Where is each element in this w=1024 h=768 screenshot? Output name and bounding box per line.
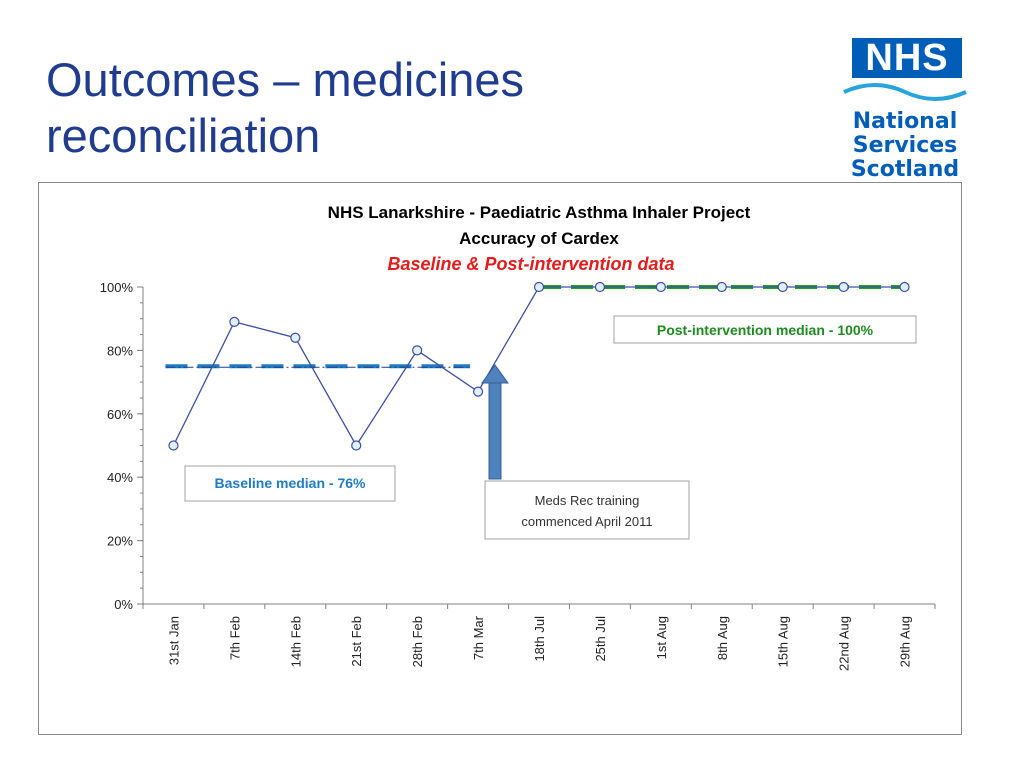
data-point xyxy=(168,440,179,451)
x-tick-label: 14th Feb xyxy=(288,616,303,667)
data-point xyxy=(533,281,545,293)
slide-title-line1: Outcomes – medicines xyxy=(46,53,525,106)
post-median-box xyxy=(613,315,917,344)
post-median-label: Post-intervention median - 100% xyxy=(657,322,874,338)
data-point xyxy=(412,345,423,356)
x-tick-label: 18th Jul xyxy=(532,616,547,662)
annotation-arrow-shaft xyxy=(488,382,502,480)
chart-subtitle-2: Baseline & Post-intervention data xyxy=(387,254,674,274)
x-tick-label: 21st Feb xyxy=(349,616,364,667)
data-point xyxy=(655,281,666,293)
baseline-median-label: Baseline median - 76% xyxy=(215,475,367,491)
y-tick-label: 0% xyxy=(114,597,133,612)
slide-title-line2: reconciliation xyxy=(46,109,321,162)
annotation-arrow-head xyxy=(481,364,509,384)
x-tick-label: 15th Aug xyxy=(776,616,791,667)
x-tick-label: 28th Feb xyxy=(410,616,425,667)
data-point xyxy=(838,281,849,293)
data-point xyxy=(290,332,301,343)
y-tick-label: 60% xyxy=(107,407,133,422)
y-tick-label: 80% xyxy=(107,343,133,358)
slide-title: Outcomes – medicines reconciliation xyxy=(46,52,766,164)
chart-subtitle: Accuracy of Cardex xyxy=(459,229,619,248)
x-tick-label: 8th Aug xyxy=(715,616,730,660)
annotation-line2: commenced April 2011 xyxy=(521,514,652,529)
x-tick-label: 7th Mar xyxy=(471,615,486,660)
logo-line-services: Services xyxy=(852,133,958,158)
x-tick-label: 1st Aug xyxy=(654,616,669,659)
annotation-box xyxy=(484,480,690,540)
baseline-median-box xyxy=(184,465,396,502)
x-tick-label: 31st Jan xyxy=(166,616,181,665)
nhs-logo: NHS National Services Scotland xyxy=(830,38,980,183)
logo-line-national: National xyxy=(852,109,958,134)
data-point xyxy=(472,386,484,397)
x-tick-label: 29th Aug xyxy=(898,616,913,667)
data-point xyxy=(229,316,240,327)
nhs-logo-mark: NHS xyxy=(852,38,962,78)
annotation-line1: Meds Rec training xyxy=(535,493,640,508)
x-tick-label: 7th Feb xyxy=(227,616,242,660)
logo-line-scotland: Scotland xyxy=(850,157,960,182)
x-tick-label: 22nd Aug xyxy=(837,616,852,671)
y-tick-label: 20% xyxy=(107,534,133,549)
x-tick-label: 25th Jul xyxy=(593,616,608,662)
chart-frame: NHS Lanarkshire - Paediatric Asthma Inha… xyxy=(38,182,962,735)
run-chart: NHS Lanarkshire - Paediatric Asthma Inha… xyxy=(100,203,936,671)
chart-title: NHS Lanarkshire - Paediatric Asthma Inha… xyxy=(328,203,751,222)
y-tick-label: 100% xyxy=(100,280,134,295)
data-point xyxy=(777,281,788,293)
data-point xyxy=(351,440,362,451)
y-tick-label: 40% xyxy=(107,470,133,485)
wave-icon xyxy=(843,83,967,101)
data-point xyxy=(716,281,727,293)
data-point xyxy=(899,281,910,293)
data-point xyxy=(594,281,606,293)
